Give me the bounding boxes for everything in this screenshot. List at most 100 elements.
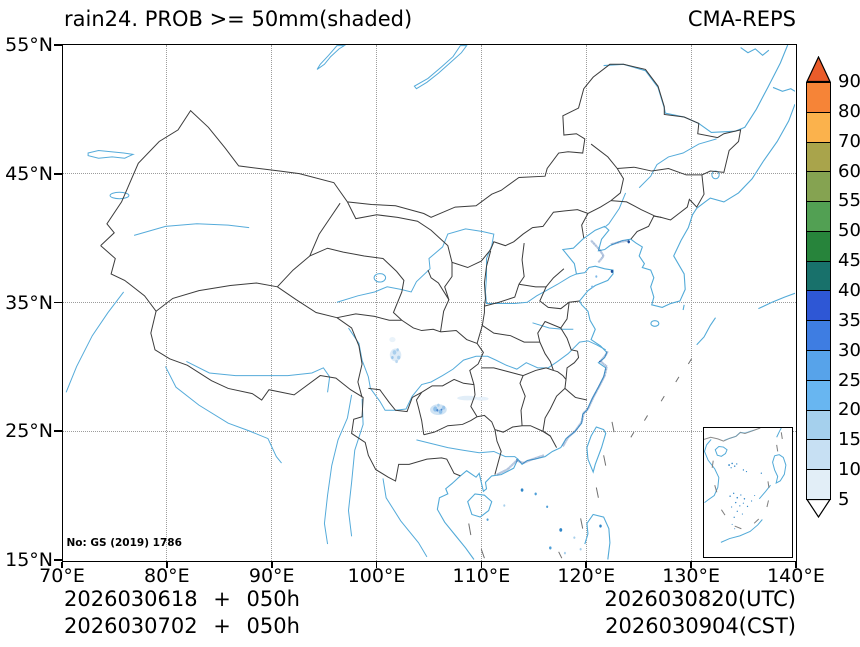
south-china-sea-inset — [702, 426, 793, 558]
colorbar-segment — [807, 231, 830, 262]
pearl-river — [416, 440, 517, 459]
yangtze-river — [348, 328, 605, 410]
colorbar-segment — [807, 470, 830, 499]
colorbar — [806, 56, 831, 518]
colorbar-segment — [807, 380, 830, 411]
map-license-note: No: GS (2019) 1786 — [66, 537, 182, 549]
dash-line-marks — [468, 359, 691, 558]
colorbar-tick-label: 40 — [838, 279, 860, 301]
colorbar-tick-label: 30 — [838, 339, 860, 361]
valid-time-cst: 2026030904(CST) — [605, 614, 796, 638]
jeju-island — [650, 321, 658, 327]
russia-coastline — [696, 104, 794, 208]
lon-tick-label: 130°E — [662, 565, 721, 587]
lat-tick-label: 15°N — [5, 549, 53, 571]
china-map — [63, 45, 795, 560]
inset-nine-dash-line — [712, 432, 782, 528]
vietnam-coastline — [437, 476, 474, 560]
colorbar-tick-label: 60 — [838, 160, 860, 182]
ganges-river — [165, 367, 281, 463]
colorbar-tick-label: 5 — [838, 488, 850, 510]
lon-tick-mark — [166, 561, 168, 568]
yarlung-river — [186, 361, 329, 392]
huai-river — [532, 323, 573, 329]
colorbar-segment — [807, 440, 830, 471]
coastlines — [437, 45, 795, 560]
songhua-river — [639, 139, 716, 188]
lon-tick-mark — [61, 561, 63, 568]
gridline-45n — [62, 173, 796, 175]
lake-baikal — [414, 46, 466, 89]
lat-tick-mark — [53, 430, 62, 433]
china-north-border — [100, 64, 740, 245]
coastal-speckles — [496, 241, 628, 475]
gridline-35n — [62, 302, 796, 303]
lon-tick-mark — [270, 561, 273, 568]
init-time-cst: 2026030702 + 050h — [64, 614, 300, 638]
inset-coast-gray — [704, 428, 760, 441]
lake-balkhash — [88, 150, 133, 158]
qinghai-lake — [374, 274, 386, 282]
taiwan-island — [586, 427, 605, 472]
colorbar-tick-label: 70 — [838, 130, 860, 152]
honshu-coast — [758, 293, 795, 308]
colorbar-tick-label: 90 — [838, 71, 860, 92]
kyushu-coast — [696, 318, 715, 345]
colorbar-segment — [807, 172, 830, 203]
model-name: CMA-REPS — [687, 7, 796, 31]
lon-tick-mark — [795, 561, 797, 568]
colorbar-under-arrow — [806, 499, 831, 518]
gridline-25n — [62, 430, 796, 432]
china-boundaries — [100, 64, 740, 481]
colorbar-over-arrow — [806, 56, 831, 82]
liao-river — [605, 193, 625, 226]
colorbar-tick-label: 80 — [838, 100, 860, 122]
lat-tick-mark — [53, 301, 62, 304]
rivers-and-lakes — [66, 46, 719, 557]
valid-time-utc: 2026030820(UTC) — [604, 587, 796, 611]
lat-tick-label: 45°N — [5, 162, 53, 185]
lat-tick-mark — [53, 172, 62, 175]
colorbar-tick-label: 35 — [838, 309, 860, 331]
colorbar-segment — [807, 142, 830, 173]
salween-river — [348, 399, 363, 537]
lon-tick-label: 140°E — [767, 565, 825, 587]
lake-northwest — [317, 46, 344, 70]
colorbar-segment — [807, 202, 830, 232]
indus-river — [66, 292, 124, 392]
map-plot-area: No: GS (2019) 1786 — [61, 44, 797, 562]
colorbar-bar — [806, 82, 831, 500]
luzon-island — [584, 514, 609, 559]
lat-tick-label: 25°N — [5, 420, 53, 443]
lake-issyk-kul — [110, 192, 129, 198]
tsushima-island — [683, 305, 684, 310]
lon-tick-label: 90°E — [248, 565, 295, 587]
lat-tick-mark — [53, 44, 62, 46]
lon-tick-label: 120°E — [557, 565, 616, 587]
lat-tick-label: 35°N — [5, 291, 53, 314]
lon-tick-label: 80°E — [144, 565, 190, 587]
hainan-island — [467, 494, 491, 517]
lat-tick-label: 55°N — [5, 34, 53, 56]
colorbar-segment — [807, 261, 830, 292]
china-coastline — [460, 226, 630, 491]
lat-tick-mark — [53, 559, 62, 561]
colorbar-tick-label: 45 — [838, 250, 860, 272]
inset-map — [704, 428, 791, 556]
korea-coastline — [630, 208, 696, 307]
lon-tick-label: 70°E — [39, 565, 85, 587]
lon-tick-mark — [480, 561, 483, 568]
inset-island-dots — [727, 462, 762, 529]
colorbar-tick-label: 20 — [838, 399, 860, 421]
irrawaddy-river — [324, 395, 351, 544]
yellow-river — [336, 229, 575, 304]
colorbar-tick-label: 50 — [838, 220, 860, 242]
lon-tick-mark — [690, 561, 692, 568]
init-time-utc: 2026030618 + 050h — [64, 587, 300, 611]
colorbar-segment — [807, 291, 830, 322]
tarim-river — [134, 224, 249, 236]
china-west-south-border — [100, 246, 460, 481]
colorbar-tick-label: 25 — [838, 369, 860, 391]
lon-tick-label: 110°E — [452, 565, 511, 587]
lon-tick-mark — [375, 561, 378, 568]
